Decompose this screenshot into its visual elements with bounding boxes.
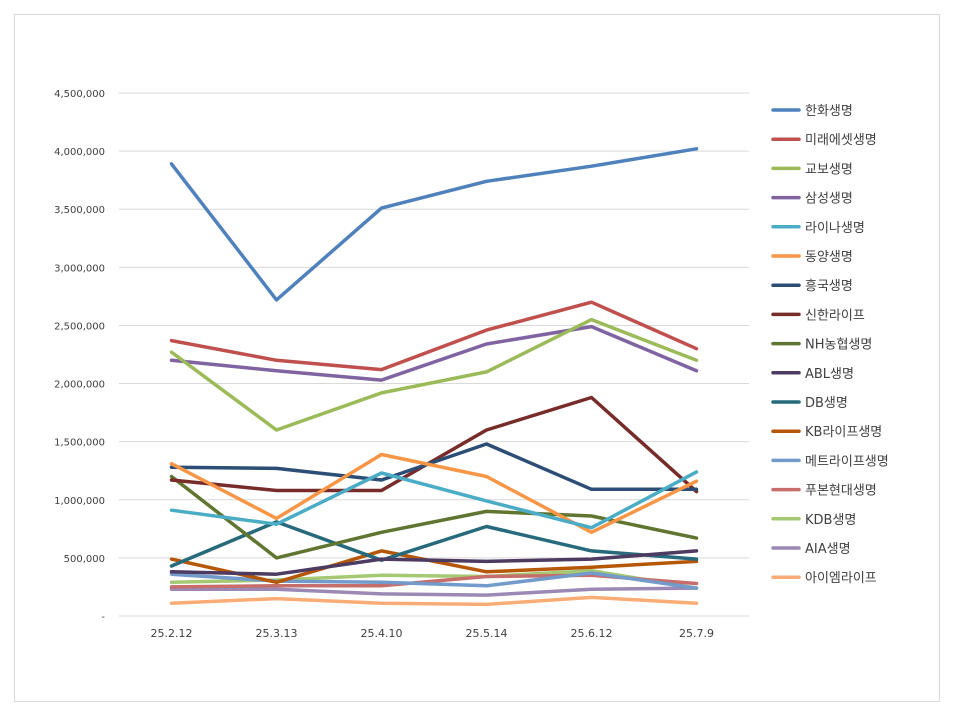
y-tick-label: 3,000,000 — [54, 263, 105, 274]
legend-label: 삼성생명 — [805, 192, 853, 207]
x-tick-label: 25.2.12 — [151, 627, 193, 640]
series-line — [169, 317, 699, 432]
y-tick-label: 3,500,000 — [54, 205, 105, 216]
chart-frame: - 500,000 1,000,000 1,500,000 2,000,000 2,500… — [14, 14, 940, 702]
legend-label: KB라이프생명 — [805, 425, 882, 440]
legend-label: 동양생명 — [805, 250, 853, 265]
legend-label: 라이나생명 — [805, 221, 865, 236]
legend-label: 아이엠라이프 — [805, 571, 877, 586]
series-line — [169, 520, 699, 568]
line-chart: - 500,000 1,000,000 1,500,000 2,000,000 2,500… — [54, 89, 889, 640]
x-axis-ticks: 25.2.12 25.3.13 25.4.10 25.5.14 25.6.12 25.7.… — [151, 627, 715, 640]
legend-label: 한화생명 — [805, 104, 853, 119]
legend-label: DB생명 — [805, 396, 848, 411]
series-lines — [169, 147, 699, 607]
series-line — [169, 549, 699, 576]
y-tick-label: 500,000 — [64, 554, 105, 565]
legend-label: ABL생명 — [805, 367, 854, 382]
series-line — [169, 595, 699, 607]
series-line — [169, 147, 699, 302]
y-tick-label: - — [101, 612, 105, 623]
legend-label: KDB생명 — [805, 513, 856, 528]
x-tick-label: 25.6.12 — [571, 627, 613, 640]
legend-label: 교보생명 — [805, 162, 853, 177]
y-tick-label: 4,000,000 — [54, 147, 105, 158]
legend-label: 푸본현대생명 — [805, 484, 877, 499]
x-tick-label: 25.7.9 — [679, 627, 714, 640]
series-line — [169, 470, 699, 530]
y-tick-label: 2,000,000 — [54, 380, 105, 391]
legend-label: 메트라이프생명 — [805, 454, 889, 469]
y-tick-label: 4,500,000 — [54, 89, 105, 100]
series-line — [169, 442, 699, 492]
y-axis-ticks: - 500,000 1,000,000 1,500,000 2,000,000 2,500… — [54, 89, 105, 623]
legend-label: 흥국생명 — [805, 279, 853, 294]
x-tick-label: 25.5.14 — [466, 627, 508, 640]
y-tick-label: 2,500,000 — [54, 321, 105, 332]
legend-label: NH농협생명 — [805, 338, 872, 353]
legend-label: 신한라이프 — [805, 308, 865, 323]
x-tick-label: 25.3.13 — [256, 627, 298, 640]
series-line — [169, 586, 699, 597]
series-line — [169, 300, 699, 372]
legend-label: AIA생명 — [805, 542, 851, 557]
y-tick-label: 1,000,000 — [54, 496, 105, 507]
x-tick-label: 25.4.10 — [361, 627, 403, 640]
y-tick-label: 1,500,000 — [54, 438, 105, 449]
series-line — [169, 452, 699, 535]
legend-label: 미래에셋생명 — [805, 133, 877, 148]
series-line — [169, 324, 699, 382]
